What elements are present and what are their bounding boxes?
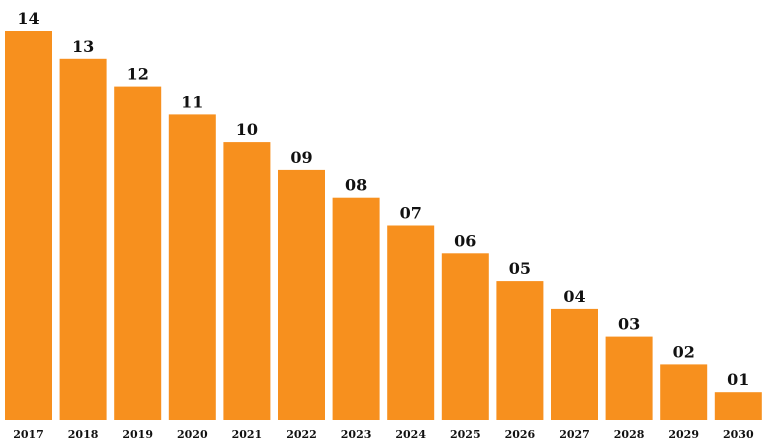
x-tick-label-2025: 2025 (450, 428, 481, 441)
x-tick-label-2024: 2024 (395, 428, 426, 441)
x-tick-label-2017: 2017 (13, 428, 44, 441)
x-tick-label-2027: 2027 (559, 428, 590, 441)
x-tick-label-2030: 2030 (723, 428, 754, 441)
bar-2030 (714, 392, 762, 420)
x-tick-label-2019: 2019 (122, 428, 153, 441)
bar-2021 (223, 142, 271, 420)
x-tick-labels-layer: 2017 2018 2019 2020 2021 2022 2023 2024 2025 2026… (13, 428, 754, 441)
x-tick-label-2029: 2029 (668, 428, 699, 441)
value-label-2019: 12 (127, 65, 149, 84)
value-label-2030: 01 (727, 370, 749, 389)
value-label-2027: 04 (563, 287, 585, 306)
bar-2020 (168, 114, 216, 421)
bar-2017 (5, 31, 52, 420)
value-label-2028: 03 (618, 315, 640, 334)
x-tick-label-2028: 2028 (614, 428, 645, 441)
bar-2024 (387, 225, 435, 420)
value-labels-layer: 14 13 12 11 10 09 08 07 06 05 04 03 02 01 (17, 9, 749, 389)
bar-2026 (496, 281, 544, 420)
value-label-2023: 08 (345, 176, 367, 195)
value-label-2029: 02 (673, 342, 695, 361)
x-tick-label-2021: 2021 (232, 428, 263, 441)
value-label-2022: 09 (290, 148, 312, 167)
bars-layer (5, 31, 762, 421)
x-tick-label-2020: 2020 (177, 428, 208, 441)
x-tick-label-2026: 2026 (505, 428, 536, 441)
bar-2027 (551, 308, 598, 420)
value-label-2025: 06 (454, 231, 476, 250)
bar-2022 (278, 169, 325, 420)
x-tick-label-2023: 2023 (341, 428, 372, 441)
value-label-2021: 10 (236, 120, 258, 139)
value-label-2026: 05 (509, 259, 531, 278)
bar-2018 (59, 58, 107, 421)
value-label-2024: 07 (400, 204, 422, 223)
bar-2025 (441, 253, 489, 420)
x-tick-label-2022: 2022 (286, 428, 317, 441)
value-label-2018: 13 (72, 37, 94, 56)
bar-2028 (605, 336, 653, 420)
x-tick-label-2018: 2018 (68, 428, 99, 441)
value-label-2017: 14 (17, 9, 39, 28)
value-label-2020: 11 (181, 92, 203, 111)
bar-2023 (332, 197, 380, 420)
bar-2029 (660, 364, 708, 420)
bar-2019 (114, 86, 162, 420)
